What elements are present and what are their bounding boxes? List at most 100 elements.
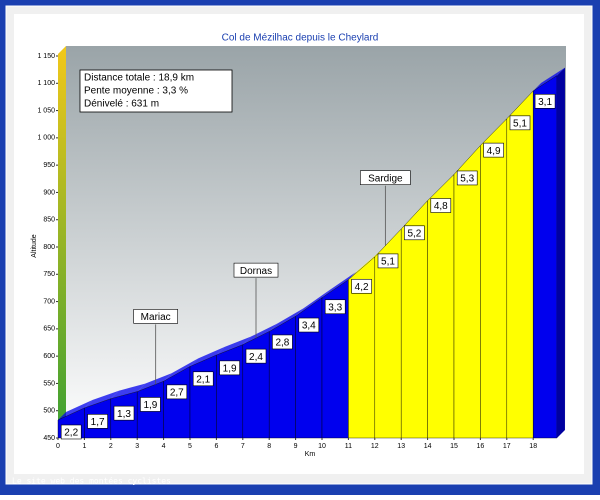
profile-segment: [189, 354, 217, 439]
slope-label-box: [245, 348, 267, 364]
slope-label-box: [140, 397, 161, 412]
slope-label-box: [377, 253, 399, 269]
y-tick-label: 600: [43, 353, 55, 360]
slope-label: 2,7: [170, 388, 184, 399]
x-tick-label: 12: [371, 443, 379, 450]
slope-label-box: [298, 317, 320, 333]
place-box: [360, 170, 411, 185]
profile-segment: [453, 144, 481, 439]
slope-label-box: [483, 142, 504, 158]
y-tick-label: 850: [43, 217, 55, 224]
x-tick-label: 3: [135, 443, 139, 450]
place-box: [233, 262, 279, 278]
slope-label: 5,3: [460, 174, 474, 185]
slope-label-box: [272, 334, 293, 350]
info-line: Pente moyenne : 3,3 %: [84, 86, 188, 97]
place-label: Sardige: [368, 173, 403, 184]
slope-label-box: [351, 278, 372, 294]
profile-segment: [269, 315, 296, 439]
profile-segment: [506, 90, 534, 439]
y-tick-label: 450: [43, 435, 55, 442]
segment-top: [84, 390, 119, 408]
x-tick-label: 9: [294, 443, 298, 450]
slope-label-box: [324, 299, 346, 315]
profile-segment: [533, 75, 558, 439]
x-tick-label: 10: [318, 443, 326, 450]
footer: Le site web des montées cyclistes: [12, 476, 171, 486]
x-tick-label: 2: [109, 443, 113, 450]
segment-top: [269, 308, 304, 332]
segment-top: [137, 373, 172, 392]
segment-top: [190, 347, 225, 367]
slope-label-box: [113, 405, 135, 421]
y-tick-label: 750: [43, 271, 55, 278]
x-axis-label: Km: [305, 451, 316, 458]
chart-title: Col de Mézilhac depuis le Cheylard: [222, 33, 379, 44]
segment-top: [163, 358, 198, 382]
segment-top: [322, 271, 357, 298]
slope-label: 2,8: [275, 338, 289, 349]
x-tick-label: 11: [345, 443, 352, 450]
slope-label-box: [219, 360, 240, 376]
slope-label: 1,9: [143, 400, 157, 411]
y-tick-label: 1 050: [37, 107, 55, 114]
segment-top: [110, 383, 146, 399]
info-line: Dénivelé : 631 m: [84, 99, 159, 110]
slope-label: 5,1: [513, 118, 527, 129]
segment-top: [533, 67, 565, 91]
slope-label: 3,4: [302, 321, 316, 332]
place-box: [133, 309, 178, 324]
slope-label-box: [534, 93, 556, 109]
slope-label: 4,8: [434, 201, 448, 212]
slope-label: 5,1: [381, 257, 395, 268]
y-tick-label: 800: [43, 244, 55, 251]
segment-top: [216, 336, 251, 356]
x-tick-label: 18: [529, 443, 537, 450]
profile-segment: [216, 344, 244, 439]
slope-label: 2,1: [196, 374, 210, 385]
y-tick-label: 650: [43, 326, 55, 333]
y-tick-label: 1 150: [37, 53, 55, 60]
profile-segment: [480, 118, 507, 439]
x-tick-label: 15: [450, 443, 458, 450]
slope-label: 3,3: [328, 302, 342, 313]
slope-label-box: [509, 115, 531, 131]
profile-side: [556, 67, 565, 438]
y-tick-label: 500: [43, 408, 55, 415]
y-tick-label: 950: [43, 162, 55, 169]
plot-wall: [58, 46, 66, 438]
x-tick-label: 13: [397, 443, 405, 450]
profile-segment: [242, 331, 270, 439]
slope-label-box: [404, 225, 425, 241]
segment-top: [295, 289, 330, 317]
slope-label: 3,1: [538, 97, 552, 108]
info-box: [79, 69, 233, 113]
profile-segment: [427, 173, 455, 439]
x-tick-label: 7: [241, 443, 245, 450]
x-tick-label: 16: [477, 443, 485, 450]
x-tick-label: 8: [267, 443, 271, 450]
x-tick-label: 17: [503, 443, 511, 450]
slope-label: 2,4: [249, 352, 263, 363]
x-tick-label: 4: [162, 443, 166, 450]
segment-top: [242, 323, 278, 345]
slope-label-box: [60, 424, 82, 440]
slope-label-box: [430, 198, 452, 213]
y-axis-label: Altitude: [31, 234, 38, 257]
slope-label-box: [166, 384, 188, 400]
slope-label: 4,2: [355, 282, 369, 293]
y-tick-label: 700: [43, 298, 55, 305]
slope-label: 4,9: [487, 146, 501, 157]
y-tick-label: 900: [43, 189, 55, 196]
y-tick-label: 1 100: [37, 80, 55, 87]
x-tick-label: 0: [56, 443, 60, 450]
slope-label: 5,2: [407, 228, 421, 239]
x-tick-label: 1: [82, 443, 86, 450]
y-tick-label: 1 000: [37, 135, 55, 142]
slope-label-box: [456, 170, 478, 186]
x-tick-label: 5: [188, 443, 192, 450]
segment-top: [58, 399, 93, 420]
slope-label: 1,3: [117, 409, 131, 420]
x-tick-label: 6: [214, 443, 218, 450]
